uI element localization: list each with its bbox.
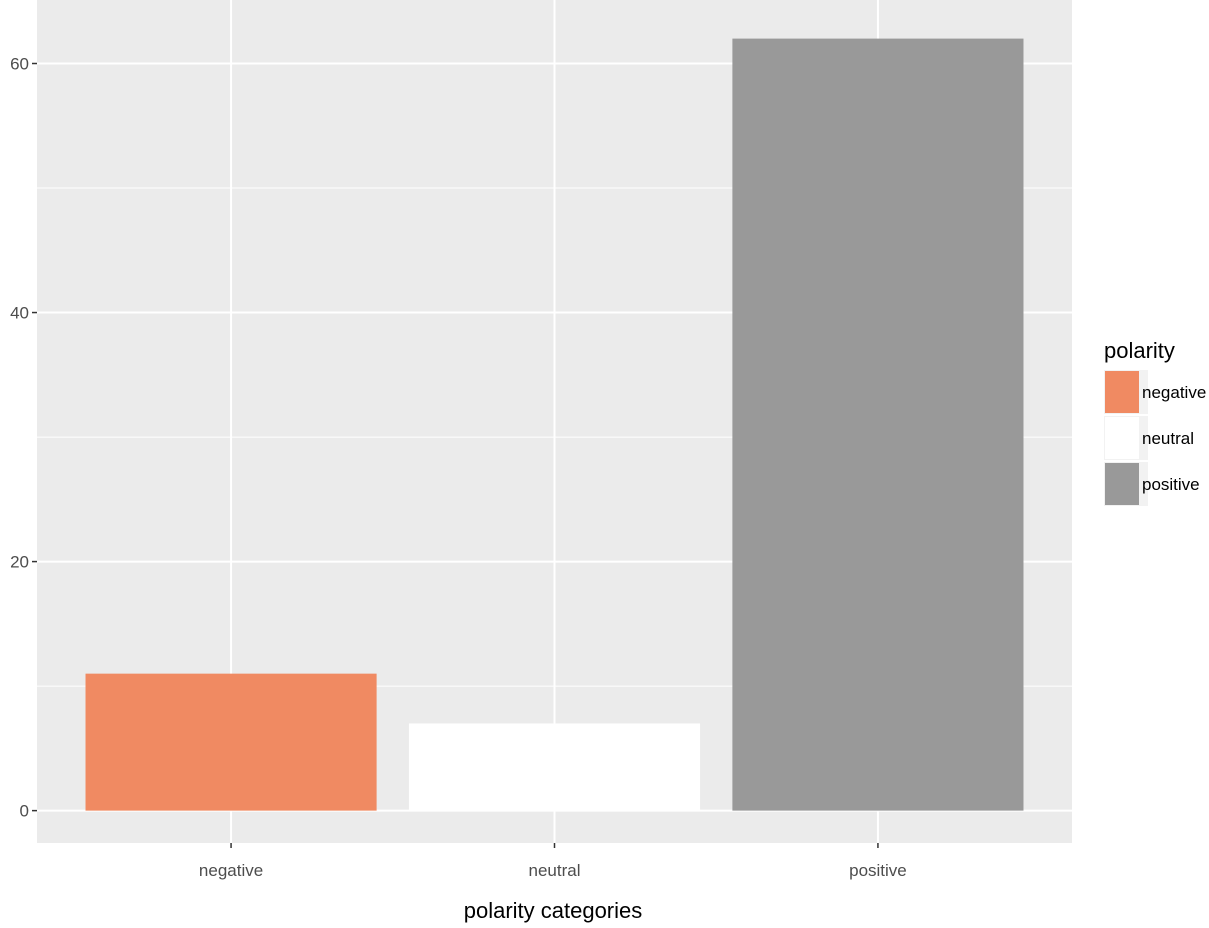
- legend-title: polarity: [1104, 338, 1175, 363]
- legend-key-negative: [1105, 371, 1139, 413]
- y-tick-label: 0: [20, 802, 29, 821]
- bar-positive: [732, 38, 1024, 811]
- bars: [85, 38, 1024, 811]
- x-tick-label: neutral: [529, 861, 581, 880]
- y-tick-label: 20: [10, 553, 29, 572]
- x-axis-title: polarity categories: [464, 898, 643, 923]
- legend-label-positive: positive: [1142, 475, 1200, 494]
- x-tick-label: negative: [199, 861, 263, 880]
- x-axis: negative neutral positive: [199, 843, 907, 880]
- y-tick-label: 60: [10, 55, 29, 74]
- legend-key-neutral: [1105, 417, 1139, 459]
- legend-label-negative: negative: [1142, 383, 1206, 402]
- legend: polarity negative neutral positive: [1104, 338, 1206, 506]
- x-tick-label: positive: [849, 861, 907, 880]
- bar-neutral: [408, 723, 701, 811]
- y-axis: 0 20 40 60: [10, 55, 37, 821]
- legend-label-neutral: neutral: [1142, 429, 1194, 448]
- bar-negative: [85, 673, 377, 811]
- legend-key-positive: [1105, 463, 1139, 505]
- y-tick-label: 40: [10, 304, 29, 323]
- legend-entries: negative neutral positive: [1104, 370, 1206, 506]
